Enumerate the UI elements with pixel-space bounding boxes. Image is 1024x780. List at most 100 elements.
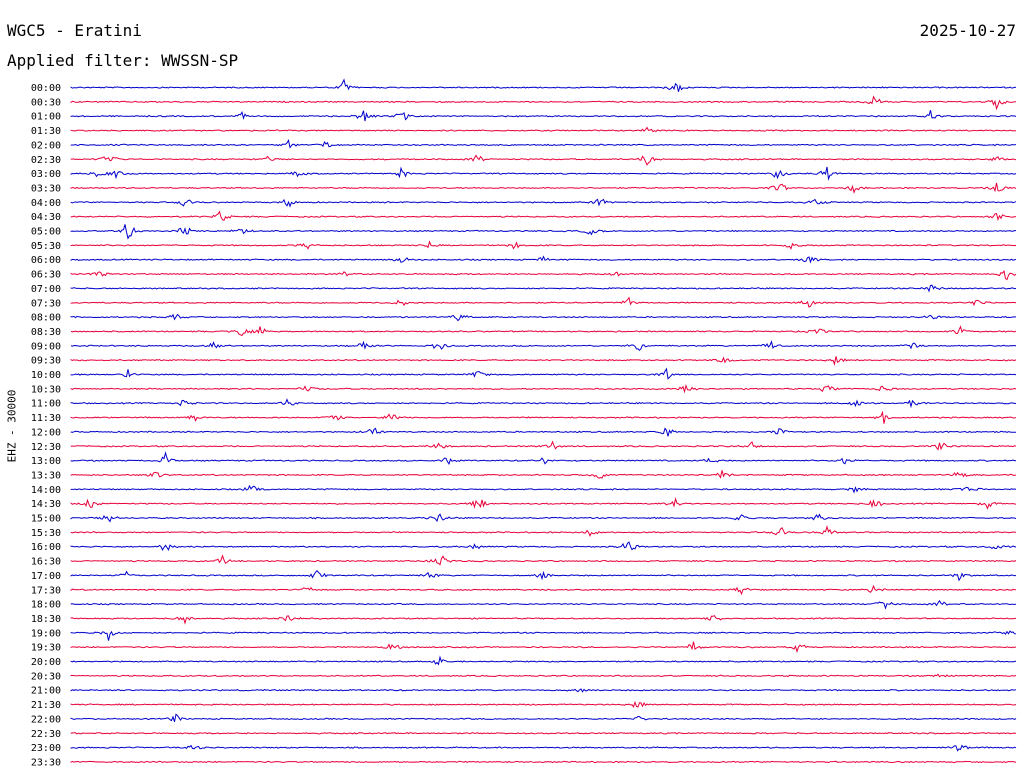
time-tick-label: 18:30	[31, 614, 61, 625]
time-tick-label: 09:30	[31, 356, 61, 367]
trace-line	[70, 284, 1017, 293]
time-tick-label: 07:30	[31, 298, 61, 309]
trace-line	[70, 154, 1017, 166]
station-title: WGC5 - Eratini	[7, 21, 142, 40]
trace-line	[70, 497, 1017, 510]
trace-line	[70, 398, 1017, 409]
trace-line	[70, 126, 1016, 133]
trace-line	[70, 198, 1017, 208]
trace-line	[70, 513, 1017, 523]
trace-line	[70, 484, 1017, 494]
time-tick-label: 09:00	[31, 341, 61, 352]
trace-line	[70, 367, 1017, 380]
time-tick-label: 01:30	[31, 126, 61, 137]
time-tick-label: 07:00	[31, 284, 61, 295]
time-tick-label: 16:30	[31, 557, 61, 568]
time-tick-label: 20:30	[31, 671, 61, 682]
time-tick-label: 02:00	[31, 140, 61, 151]
trace-line	[70, 641, 1017, 654]
time-tick-label: 03:00	[31, 169, 61, 180]
trace-line	[70, 541, 1017, 551]
time-tick-label: 01:00	[31, 112, 61, 123]
time-tick-label: 16:00	[31, 542, 61, 553]
trace-line	[70, 166, 1017, 181]
time-tick-label: 18:00	[31, 600, 61, 611]
trace-line	[70, 569, 1017, 582]
time-tick-label: 06:30	[31, 270, 61, 281]
trace-line	[70, 673, 1017, 678]
trace-line	[70, 688, 1017, 693]
trace-line	[70, 384, 1017, 394]
time-tick-label: 05:00	[31, 227, 61, 238]
time-tick-label: 11:00	[31, 399, 61, 410]
time-tick-label: 15:30	[31, 528, 61, 539]
trace-line	[70, 615, 1017, 625]
time-tick-label: 17:30	[31, 585, 61, 596]
time-tick-label: 19:30	[31, 643, 61, 654]
time-tick-label: 00:00	[31, 83, 61, 94]
time-tick-label: 22:30	[31, 729, 61, 740]
trace-line	[70, 427, 1016, 437]
trace-line	[70, 744, 1017, 752]
time-tick-label: 15:00	[31, 514, 61, 525]
filter-label: Applied filter: WWSSN-SP	[7, 51, 239, 70]
time-tick-label: 13:00	[31, 456, 61, 467]
trace-line	[70, 78, 1017, 92]
time-tick-label: 12:00	[31, 427, 61, 438]
trace-line	[70, 240, 1017, 250]
time-tick-label: 04:30	[31, 212, 61, 223]
trace-line	[70, 470, 1017, 479]
trace-line	[70, 110, 1017, 122]
time-tick-label: 19:00	[31, 628, 61, 639]
time-tick-label: 23:00	[31, 743, 61, 754]
time-tick-label: 11:30	[31, 413, 61, 424]
trace-line	[70, 95, 1017, 111]
time-tick-label: 22:00	[31, 714, 61, 725]
time-tick-label: 17:00	[31, 571, 61, 582]
trace-line	[70, 451, 1017, 466]
trace-line	[70, 210, 1017, 221]
trace-line	[70, 525, 1017, 538]
time-tick-label: 10:30	[31, 384, 61, 395]
time-tick-label: 14:30	[31, 499, 61, 510]
trace-line	[70, 410, 1017, 424]
trace-line	[70, 325, 1017, 337]
trace-line	[70, 760, 1017, 764]
trace-line	[70, 584, 1017, 596]
time-tick-label: 08:30	[31, 327, 61, 338]
time-tick-label: 13:30	[31, 470, 61, 481]
trace-line	[70, 630, 1017, 641]
trace-line	[70, 713, 1017, 722]
trace-line	[70, 139, 1017, 149]
trace-line	[70, 296, 1016, 308]
trace-line	[70, 269, 1017, 281]
trace-line	[70, 255, 1017, 264]
trace-line	[70, 340, 1017, 352]
time-tick-label: 14:00	[31, 485, 61, 496]
trace-line	[70, 700, 1017, 709]
trace-line	[70, 440, 1017, 451]
time-tick-label: 06:00	[31, 255, 61, 266]
time-tick-label: 04:00	[31, 198, 61, 209]
time-tick-label: 21:30	[31, 700, 61, 711]
time-tick-label: 20:00	[31, 657, 61, 668]
trace-line	[70, 554, 1017, 566]
time-tick-label: 12:30	[31, 442, 61, 453]
time-tick-label: 02:30	[31, 155, 61, 166]
time-tick-label: 23:30	[31, 757, 61, 768]
time-tick-label: 00:30	[31, 97, 61, 108]
time-tick-label: 05:30	[31, 241, 61, 252]
trace-line	[70, 313, 1017, 322]
time-tick-label: 08:00	[31, 313, 61, 324]
trace-line	[70, 732, 1017, 735]
trace-line	[70, 655, 1017, 666]
time-tick-label: 10:00	[31, 370, 61, 381]
trace-line	[70, 182, 1017, 194]
date-label: 2025-10-27	[919, 21, 1016, 40]
time-tick-label: 03:30	[31, 183, 61, 194]
trace-line	[70, 599, 1017, 610]
trace-line	[70, 356, 1017, 366]
trace-line	[70, 224, 1017, 240]
